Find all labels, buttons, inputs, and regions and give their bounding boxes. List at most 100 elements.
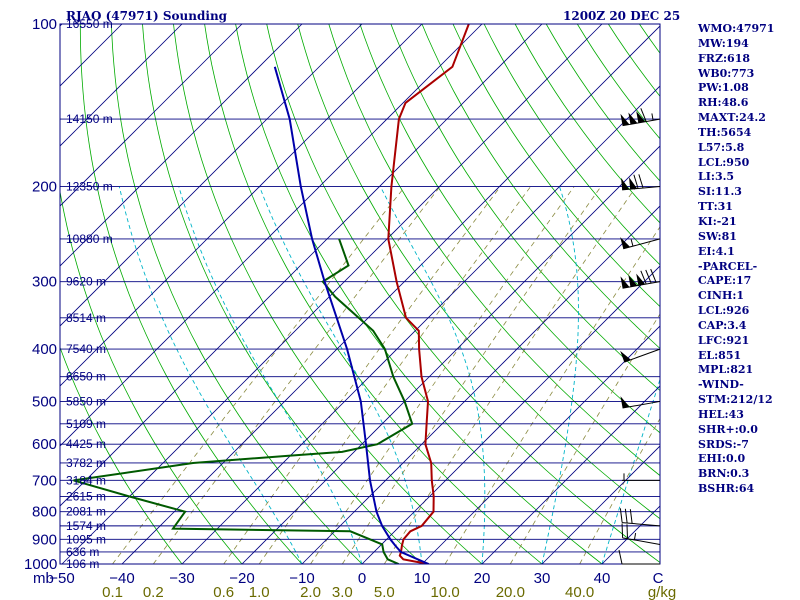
index-line: CINH:1 bbox=[698, 289, 745, 303]
dewpoint-line bbox=[73, 238, 414, 564]
wind-barb bbox=[622, 473, 660, 481]
dry-adiabat bbox=[483, 24, 660, 266]
height-label: 3782 m bbox=[66, 456, 106, 470]
mixing-ratio-label: 40.0 bbox=[565, 584, 594, 600]
pressure-tick-label: 700 bbox=[32, 472, 57, 489]
index-line: LFC:921 bbox=[698, 333, 750, 347]
height-label: 10880 m bbox=[66, 232, 113, 246]
isotherm bbox=[241, 145, 660, 564]
temperature-tick-label: 0 bbox=[358, 570, 366, 587]
pressure-tick-label: 1000 bbox=[24, 556, 57, 573]
height-label: 2615 m bbox=[66, 490, 106, 504]
index-line: EI:4.1 bbox=[698, 244, 735, 258]
moist-adiabat bbox=[259, 186, 423, 564]
dry-adiabat bbox=[576, 24, 660, 140]
index-line: BSHR:64 bbox=[698, 482, 755, 496]
x-axis-unit: C bbox=[653, 570, 664, 587]
dry-adiabat bbox=[359, 24, 660, 434]
wind-barb bbox=[621, 174, 661, 191]
height-label: 4425 m bbox=[66, 437, 106, 451]
plot-frame bbox=[59, 23, 661, 565]
wind-barb bbox=[620, 108, 661, 127]
isotherm bbox=[421, 325, 660, 564]
isotherm bbox=[60, 24, 483, 447]
index-line: CAPE:17 bbox=[698, 274, 752, 288]
pressure-tick-label: 300 bbox=[32, 274, 57, 291]
height-label: 2081 m bbox=[66, 505, 106, 519]
height-label: 106 m bbox=[66, 557, 99, 571]
dry-adiabat bbox=[421, 24, 660, 349]
pressure-tick-label: 600 bbox=[32, 436, 57, 453]
index-line: -PARCEL- bbox=[698, 259, 758, 273]
index-line: TH:5654 bbox=[698, 125, 752, 139]
wind-barb bbox=[621, 523, 661, 545]
index-line: EHI:0.0 bbox=[698, 452, 746, 466]
temperature-tick-label: −50 bbox=[49, 570, 74, 587]
isotherm bbox=[60, 24, 303, 267]
temperature-tick-label: 30 bbox=[534, 570, 551, 587]
mixing-ratio-label: 3.0 bbox=[332, 584, 353, 600]
moist-adiabat bbox=[601, 378, 660, 564]
temperature-line bbox=[387, 24, 470, 564]
dry-adiabat bbox=[266, 24, 660, 564]
index-line: CAP:3.4 bbox=[698, 318, 747, 332]
mixing-ratio-label: 0.1 bbox=[102, 584, 123, 600]
pressure-tick-label: 100 bbox=[32, 16, 57, 33]
mixing-ratio-label: 0.6 bbox=[213, 584, 234, 600]
pressure-tick-label: 400 bbox=[32, 341, 57, 358]
moist-adiabat bbox=[118, 186, 303, 564]
index-line: -WIND- bbox=[698, 378, 744, 392]
dry-adiabat bbox=[514, 24, 660, 224]
parcel-line bbox=[273, 66, 429, 564]
dry-adiabat bbox=[328, 24, 660, 477]
mixing-ratio-label: 0.2 bbox=[143, 584, 164, 600]
wind-barb bbox=[620, 348, 661, 363]
dry-adiabat bbox=[390, 24, 660, 392]
height-label: 1095 m bbox=[66, 532, 106, 546]
index-line: SRDS:-7 bbox=[698, 437, 749, 451]
wind-barb bbox=[620, 268, 661, 289]
dry-adiabat bbox=[142, 24, 423, 564]
height-label: 9620 m bbox=[66, 275, 106, 289]
temperature-tick-label: −40 bbox=[109, 570, 134, 587]
height-label: 16550 m bbox=[66, 17, 113, 31]
height-label: 7540 m bbox=[66, 342, 106, 356]
dry-adiabat bbox=[111, 24, 363, 564]
chart-title: RJAO (47971) Sounding bbox=[66, 9, 228, 23]
height-label: 636 m bbox=[66, 545, 99, 559]
height-label: 12350 m bbox=[66, 180, 113, 194]
dry-adiabat bbox=[545, 24, 660, 182]
isotherm bbox=[60, 24, 543, 507]
index-line: KI:-21 bbox=[698, 214, 737, 228]
height-label: 5109 m bbox=[66, 417, 106, 431]
wind-barb bbox=[620, 396, 661, 409]
isotherm bbox=[301, 205, 660, 564]
index-line: LCL:950 bbox=[698, 155, 750, 169]
temperature-tick-label: 20 bbox=[474, 570, 491, 587]
index-line: EL:851 bbox=[698, 348, 742, 362]
height-label: 5850 m bbox=[66, 394, 106, 408]
dry-adiabat bbox=[79, 24, 303, 564]
wind-barb bbox=[619, 508, 661, 527]
chart-subtitle: 1200Z 20 DEC 25 bbox=[563, 9, 680, 23]
index-line: MAXT:24.2 bbox=[698, 111, 766, 125]
height-label: 3184 m bbox=[66, 473, 106, 487]
isotherm bbox=[60, 24, 423, 387]
isotherm bbox=[481, 385, 660, 564]
isotherm bbox=[60, 24, 183, 147]
index-line: MPL:821 bbox=[698, 363, 754, 377]
index-line: BRN:0.3 bbox=[698, 467, 750, 481]
index-line: HEL:43 bbox=[698, 407, 744, 421]
index-line: SHR+:0.0 bbox=[698, 422, 758, 436]
mixing-ratio-line bbox=[444, 226, 660, 564]
y-axis-unit: mb bbox=[33, 570, 54, 587]
isotherm bbox=[121, 25, 660, 564]
height-label: 1574 m bbox=[66, 519, 106, 533]
mixing-ratio-line bbox=[258, 186, 531, 564]
index-line: SW:81 bbox=[698, 229, 737, 243]
isotherm bbox=[541, 445, 660, 564]
pressure-tick-label: 500 bbox=[32, 393, 57, 410]
index-line: SI:11.3 bbox=[698, 185, 742, 199]
index-line: WB0:773 bbox=[698, 66, 755, 80]
